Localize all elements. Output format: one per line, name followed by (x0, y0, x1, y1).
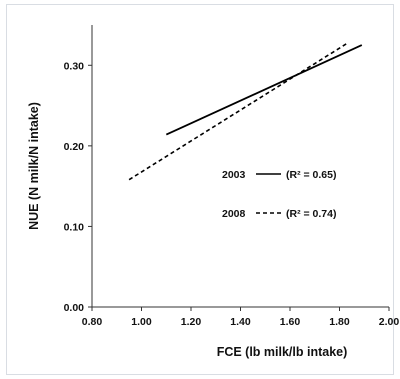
y-tick-label: 0.10 (64, 221, 85, 233)
x-tick-label: 0.80 (82, 316, 103, 328)
x-ticks: 0.80 1.00 1.20 1.40 1.60 1.80 2.00 (82, 307, 400, 328)
y-axis-title: NUE (N milk/N intake) (27, 102, 41, 230)
y-tick-label: 0.00 (64, 302, 85, 314)
x-tick-label: 1.80 (329, 316, 350, 328)
legend: 2003 (R² = 0.65) 2008 (R² = 0.74) (222, 169, 336, 220)
legend-label-2008: 2008 (222, 208, 246, 220)
series-lines (128, 42, 363, 181)
y-ticks: 0.00 0.10 0.20 0.30 (64, 60, 92, 314)
y-tick-label: 0.20 (64, 141, 85, 153)
x-tick-label: 1.20 (181, 316, 202, 328)
x-tick-label: 1.40 (230, 316, 251, 328)
x-tick-label: 2.00 (379, 316, 400, 328)
y-tick-label: 0.30 (64, 60, 85, 72)
x-tick-label: 1.60 (280, 316, 301, 328)
axes (91, 25, 389, 308)
chart-frame (6, 4, 394, 375)
series-line-2008 (128, 42, 348, 181)
legend-label-2003: 2003 (222, 169, 246, 181)
legend-r2-2003: (R² = 0.65) (286, 169, 336, 181)
series-line-2003 (165, 44, 363, 136)
legend-r2-2008: (R² = 0.74) (286, 208, 336, 220)
x-tick-label: 1.00 (131, 316, 152, 328)
x-axis-title: FCE (lb milk/lb intake) (217, 345, 348, 359)
